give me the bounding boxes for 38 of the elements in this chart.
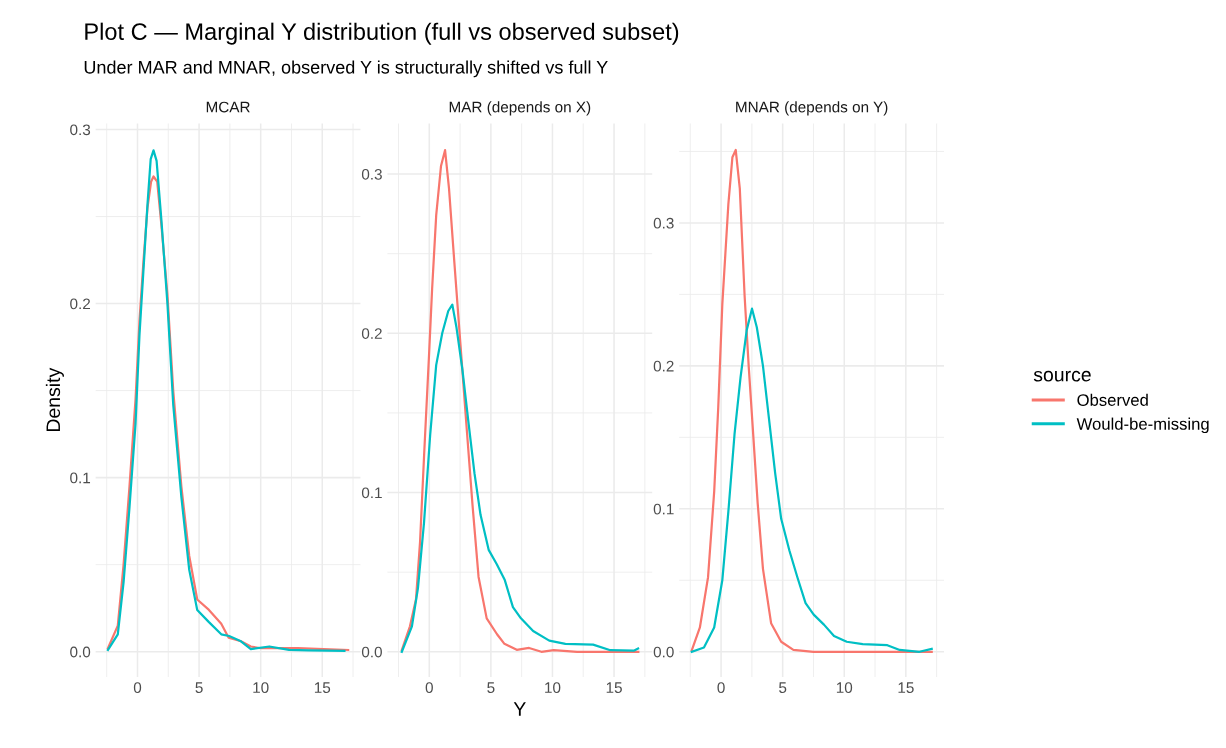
x-tick-label: 15	[314, 682, 331, 694]
x-tick-label: 0	[717, 682, 725, 694]
text: Under MAR and MNAR, observed Y is structurally shifted vs full Y	[84, 60, 608, 78]
y-tick-label: 0.0	[653, 646, 674, 658]
legend-label: Observed	[1077, 393, 1148, 406]
chart-title: MNAR (depends on Y)	[736, 101, 888, 116]
y-tick-label: 0.0	[361, 646, 382, 658]
line-series	[690, 307, 933, 653]
line-series	[400, 149, 640, 653]
line-series	[400, 303, 640, 653]
x-tick-label: 5	[779, 682, 787, 694]
x-tick-label: 0	[133, 682, 142, 694]
chart-title: MAR (depends on X)	[449, 101, 591, 116]
y-tick-label: 0.2	[653, 360, 674, 372]
y-tick-label: 0.2	[361, 328, 382, 339]
y-tick-label: 0.3	[70, 124, 91, 136]
y-tick-label: 0.3	[653, 217, 674, 229]
y-tick-label: 0.1	[653, 503, 674, 515]
x-tick-label: 15	[606, 682, 622, 694]
chart-title: MCAR	[206, 101, 250, 113]
x-tick-label: 5	[487, 682, 495, 694]
x-tick-label: 10	[253, 682, 269, 694]
x-axis-title: Y	[513, 702, 526, 716]
x-tick-label: 0	[425, 682, 433, 694]
x-tick-label: 15	[898, 682, 914, 694]
legend-label: Would-be-missing	[1076, 417, 1209, 434]
x-tick-label: 10	[545, 682, 561, 694]
y-tick-label: 0.0	[70, 646, 91, 658]
text: Plot C — Marginal Y distribution (full vs observed subset)	[85, 22, 679, 45]
y-tick-label: 0.1	[361, 487, 382, 499]
y-tick-label: 0.2	[70, 298, 90, 310]
y-axis-title: Density	[45, 367, 64, 431]
legend-title: source	[1033, 370, 1091, 382]
line-series	[690, 148, 933, 653]
y-tick-label: 0.1	[70, 472, 91, 484]
x-tick-label: 10	[836, 682, 853, 694]
x-tick-label: 5	[195, 682, 203, 694]
y-tick-label: 0.3	[361, 168, 382, 180]
